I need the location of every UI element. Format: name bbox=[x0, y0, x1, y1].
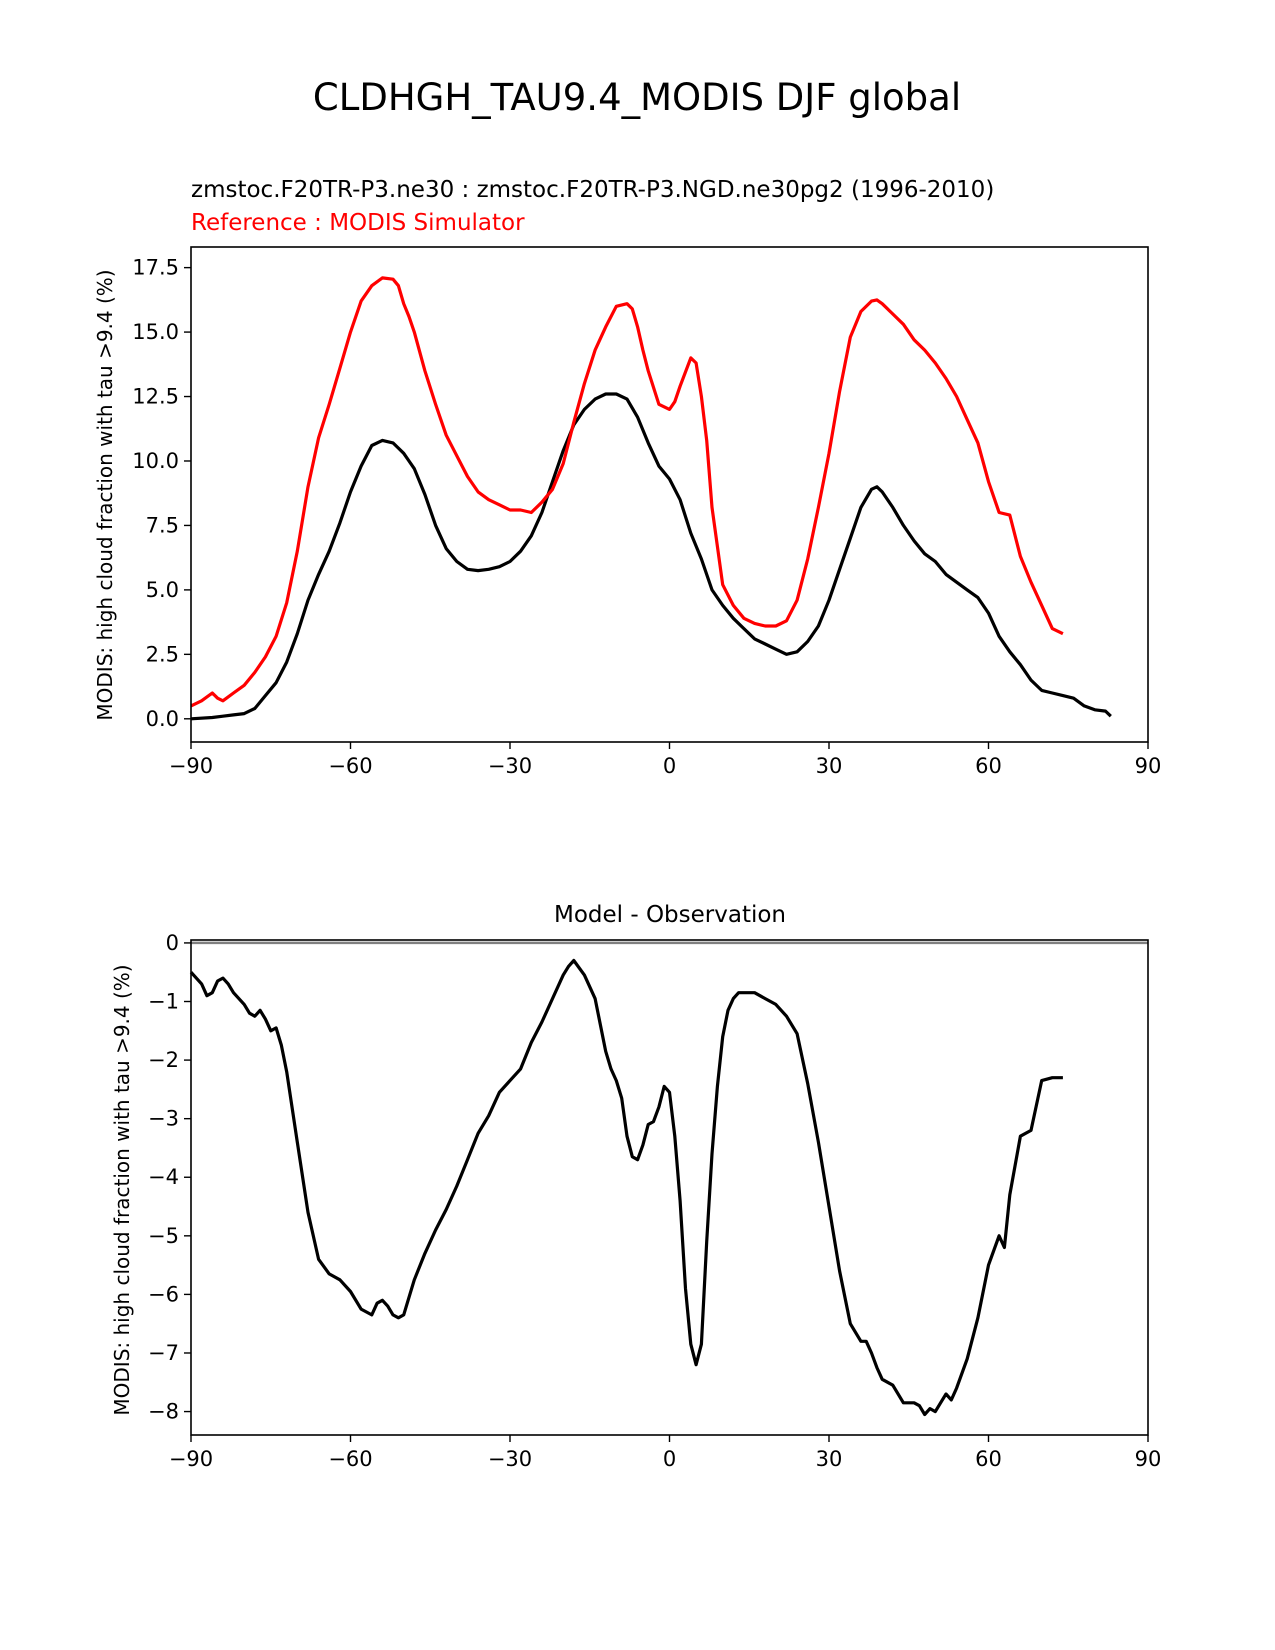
top-plot-area: −90 −60 −30 0 30 60 90 0.0 2.5 5.0 7.5 10.0 12.5 15.0… bbox=[132, 246, 1162, 778]
bottom-plot-frame bbox=[190, 939, 1149, 1436]
bottom-series-difference-line bbox=[189, 958, 1063, 1417]
top-plot-frame bbox=[190, 246, 1149, 743]
top-y-tick-label: 10.0 bbox=[132, 449, 179, 473]
bottom-y-tick-label: −3 bbox=[148, 1107, 179, 1131]
bottom-x-tick-label: 30 bbox=[816, 1447, 843, 1471]
bottom-x-tick-label: −30 bbox=[488, 1447, 532, 1471]
top-y-tick-label: 2.5 bbox=[146, 642, 179, 666]
top-x-tick-label: −90 bbox=[169, 754, 213, 778]
top-series-test-line bbox=[190, 392, 1112, 721]
top-y-tick-label: 17.5 bbox=[132, 256, 179, 280]
top-x-tick-label: −30 bbox=[488, 754, 532, 778]
top-y-tick-label: 0.0 bbox=[146, 707, 179, 731]
bottom-y-tick-label: −4 bbox=[148, 1165, 179, 1189]
bottom-y-tick-label: −5 bbox=[148, 1224, 179, 1248]
top-title-test: zmstoc.F20TR-P3.ne30 : zmstoc.F20TR-P3.N… bbox=[191, 177, 994, 203]
top-x-tick-label: 0 bbox=[663, 754, 676, 778]
top-series-reference-line bbox=[190, 276, 1064, 708]
top-y-tick-label: 7.5 bbox=[146, 513, 179, 537]
bottom-y-tick-label: −6 bbox=[148, 1282, 179, 1306]
bottom-y-tick-label: −2 bbox=[148, 1048, 179, 1072]
top-x-tick-label: −60 bbox=[328, 754, 372, 778]
top-title-reference: Reference : MODIS Simulator bbox=[191, 210, 525, 236]
bottom-x-tick-label: 0 bbox=[663, 1447, 676, 1471]
top-y-tick-label: 12.5 bbox=[132, 385, 179, 409]
bottom-x-tick-label: 60 bbox=[975, 1447, 1002, 1471]
bottom-panel: Model - Observation MODIS: high cloud fr… bbox=[110, 902, 1161, 1471]
bottom-y-tick-label: −8 bbox=[148, 1400, 179, 1424]
bottom-x-tick-label: −60 bbox=[328, 1447, 372, 1471]
bottom-x-tick-label: 90 bbox=[1135, 1447, 1162, 1471]
top-x-tick-label: 30 bbox=[816, 754, 843, 778]
bottom-title: Model - Observation bbox=[554, 902, 786, 928]
bottom-y-tick-label: −7 bbox=[148, 1341, 179, 1365]
top-y-tick-label: 5.0 bbox=[146, 578, 179, 602]
top-y-tick-label: 15.0 bbox=[132, 320, 179, 344]
top-x-tick-label: 90 bbox=[1135, 754, 1162, 778]
figure-suptitle: CLDHGH_TAU9.4_MODIS DJF global bbox=[313, 76, 961, 119]
top-x-tick-label: 60 bbox=[975, 754, 1002, 778]
bottom-plot-area: −90 −60 −30 0 30 60 90 0 −1 −2 −3 −4 −5 −6 −7 −8 bbox=[148, 931, 1161, 1471]
bottom-y-axis-label: MODIS: high cloud fraction with tau >9.4… bbox=[110, 964, 134, 1415]
top-panel: zmstoc.F20TR-P3.ne30 : zmstoc.F20TR-P3.N… bbox=[93, 177, 1161, 778]
bottom-y-tick-label: 0 bbox=[166, 931, 179, 955]
bottom-x-tick-label: −90 bbox=[169, 1447, 213, 1471]
top-y-axis-label: MODIS: high cloud fraction with tau >9.4… bbox=[93, 269, 117, 720]
bottom-y-tick-label: −1 bbox=[148, 990, 179, 1014]
